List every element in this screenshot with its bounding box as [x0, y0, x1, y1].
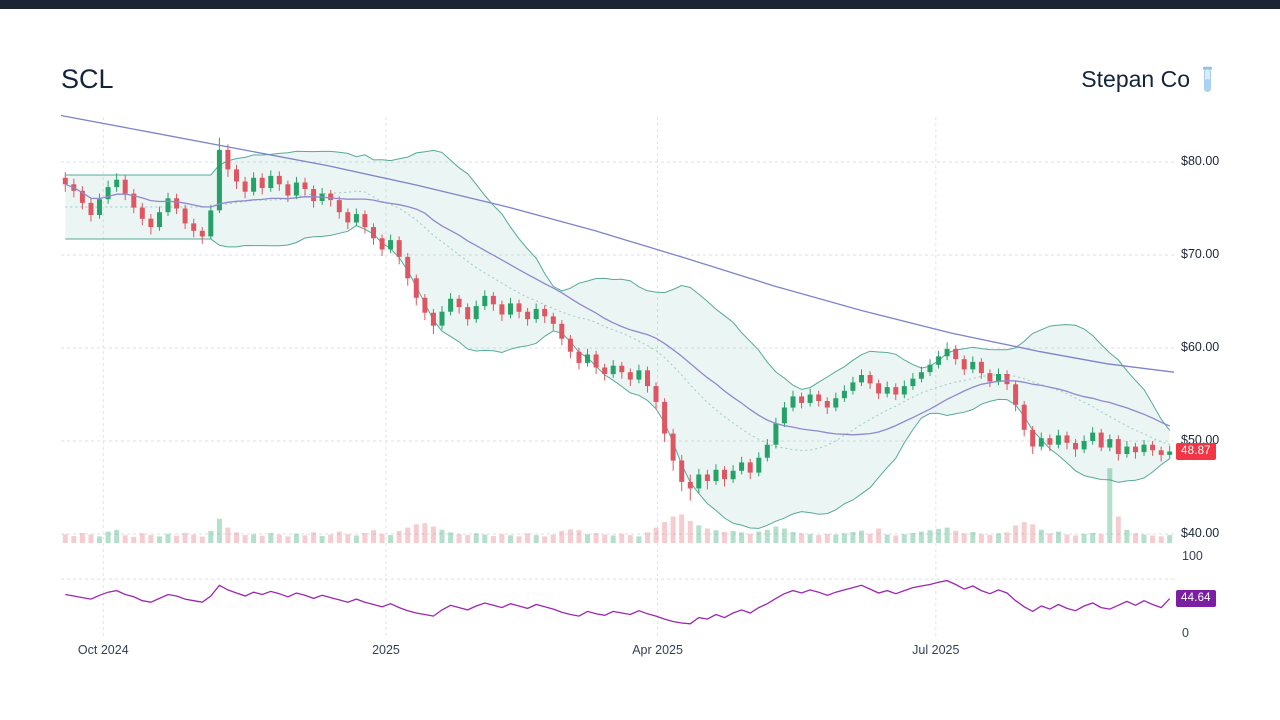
last-price-badge: 48.87	[1176, 443, 1216, 460]
company-name: Stepan Co	[1081, 66, 1190, 92]
y-axis-label: $40.00	[1181, 526, 1220, 540]
y-axis-label: $60.00	[1181, 340, 1220, 354]
rsi-axis-label: 100	[1182, 549, 1203, 563]
moving-averages	[60, 114, 1175, 436]
x-axis-label: Oct 2024	[77, 643, 129, 657]
page-title-symbol: SCL	[61, 64, 114, 94]
x-axis-label: Apr 2025	[632, 643, 683, 657]
rsi-value-badge: 44.64	[1176, 590, 1216, 608]
rsi-axis-label: 0	[1182, 626, 1189, 640]
y-axis-label: $70.00	[1181, 247, 1220, 261]
rsi-line	[65, 579, 1171, 625]
volume-bars	[62, 468, 1173, 543]
candles	[62, 137, 1173, 501]
bollinger-band	[65, 149, 1171, 529]
y-axis-label: $80.00	[1181, 154, 1220, 168]
test-tube-icon	[1203, 66, 1212, 92]
x-axis-label: Jul 2025	[912, 643, 960, 657]
x-axis-label: 2025	[372, 643, 400, 657]
company-header: Stepan Co	[1081, 66, 1216, 93]
sma-200-line	[60, 114, 1175, 373]
sma-50-line	[65, 183, 1170, 436]
top-bar	[0, 0, 1280, 9]
grid-lines	[61, 117, 1174, 637]
